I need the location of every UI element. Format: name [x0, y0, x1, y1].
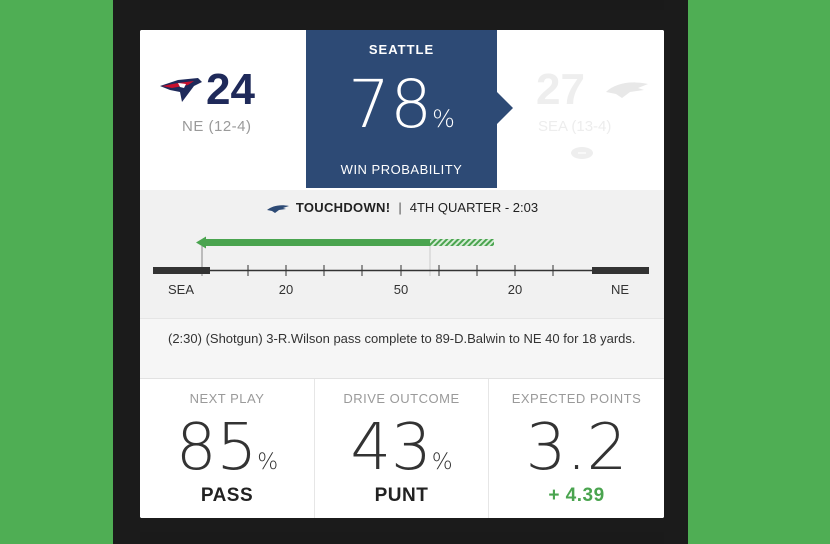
- game-card: 24 NE (12-4) SEATTLE 78% WIN PROBABILITY…: [140, 30, 664, 518]
- drive-arrow: [196, 236, 206, 249]
- top-bar: [140, 0, 664, 10]
- field-label-20-right: 20: [508, 282, 522, 297]
- drive-outcome-stat: DRIVE OUTCOME 43% PUNT: [314, 379, 488, 518]
- win-probability-team: SEATTLE: [368, 42, 435, 57]
- win-probability-unit: %: [432, 105, 455, 133]
- away-team: 27 SEA (13-4): [530, 68, 650, 168]
- ne-endzone: [592, 267, 649, 274]
- stat-value: 85%: [140, 413, 314, 498]
- projected-drive: [430, 239, 494, 246]
- drive-bar: [202, 239, 430, 246]
- play-description-text: (2:30) (Shotgun) 3-R.Wilson pass complet…: [168, 331, 636, 346]
- away-record: SEA (13-4): [538, 118, 612, 135]
- seahawks-small-icon: [266, 204, 289, 213]
- play-header: TOUCHDOWN! | 4TH QUARTER - 2:03: [140, 200, 664, 215]
- stat-title: DRIVE OUTCOME: [343, 391, 460, 406]
- stat-value: 3.2: [489, 413, 664, 498]
- home-score: 24: [206, 65, 255, 114]
- field-label-sea: SEA: [168, 282, 194, 297]
- expected-points-stat: EXPECTED POINTS 3.2 + 4.39: [488, 379, 664, 518]
- stat-sub: PASS: [200, 485, 254, 506]
- stats-row: NEXT PLAY 85% PASS DRIVE OUTCOME 43% PUN…: [140, 378, 664, 518]
- scoreboard: 24 NE (12-4) SEATTLE 78% WIN PROBABILITY…: [140, 30, 664, 190]
- stat-sub: PUNT: [374, 485, 429, 506]
- stat-number: 85: [175, 411, 258, 485]
- win-probability-label: WIN PROBABILITY: [340, 162, 463, 177]
- field-diagram: SEA 20 50 20 NE: [153, 236, 649, 297]
- stat-sub: + 4.39: [548, 485, 605, 506]
- home-record: NE (12-4): [182, 118, 252, 135]
- field-area: TOUCHDOWN! | 4TH QUARTER - 2:03: [140, 190, 664, 318]
- play-event: TOUCHDOWN!: [295, 200, 391, 215]
- patriots-logo-icon: [160, 78, 202, 102]
- sea-endzone: [153, 267, 210, 274]
- win-probability-value: 78%: [306, 72, 497, 152]
- stat-value: 43%: [315, 413, 488, 498]
- home-team: 24 NE (12-4): [158, 68, 308, 158]
- field-label-ne: NE: [611, 282, 629, 297]
- game-clock: 4TH QUARTER - 2:03: [409, 200, 539, 215]
- next-play-stat: NEXT PLAY 85% PASS: [140, 379, 314, 518]
- stat-unit: %: [257, 450, 279, 475]
- win-probability-panel: SEATTLE 78% WIN PROBABILITY: [306, 30, 513, 188]
- stat-unit: %: [431, 450, 453, 475]
- field-label-50: 50: [394, 282, 408, 297]
- play-header-separator: |: [398, 200, 402, 215]
- yard-ticks: [247, 265, 554, 276]
- field-label-20-left: 20: [279, 282, 293, 297]
- win-probability-number: 78: [348, 66, 433, 143]
- away-score: 27: [536, 65, 585, 114]
- stat-number: 3.2: [525, 411, 628, 485]
- seahawks-logo-icon: [606, 82, 648, 98]
- bottom-bar: [140, 532, 664, 544]
- stat-title: EXPECTED POINTS: [511, 391, 642, 406]
- play-description: (2:30) (Shotgun) 3-R.Wilson pass complet…: [140, 318, 664, 378]
- stat-number: 43: [350, 411, 432, 485]
- possession-football-icon: [571, 147, 593, 159]
- stat-title: NEXT PLAY: [189, 391, 265, 406]
